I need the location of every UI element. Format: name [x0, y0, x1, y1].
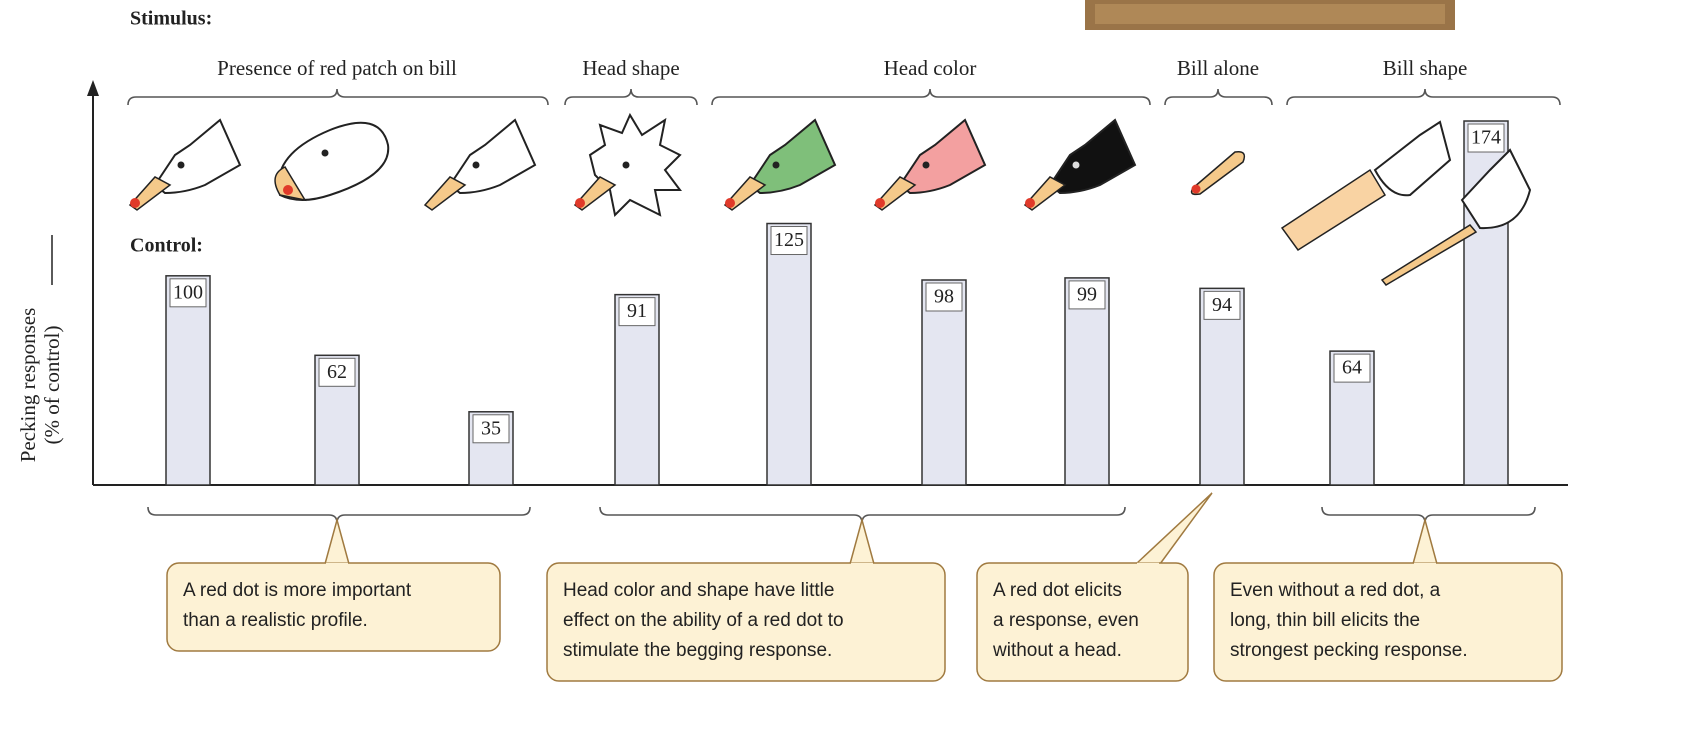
group-brace: [565, 89, 697, 105]
head-illustration: [875, 120, 985, 210]
group-brace: [712, 89, 1150, 105]
thin-bill: [1382, 225, 1476, 285]
red-dot: [283, 185, 293, 195]
callout-text: A red dot elicits: [993, 580, 1122, 601]
value-label: 35: [481, 417, 501, 439]
head-illustration: [130, 120, 240, 210]
callout-pointer: [1413, 520, 1437, 564]
red-dot: [725, 198, 735, 208]
callout-pointer: [850, 520, 874, 564]
photo-detail: [1095, 4, 1445, 24]
callout-text: long, thin bill elicits the: [1230, 610, 1420, 631]
head: [155, 120, 240, 193]
eye: [178, 162, 185, 169]
bill: [425, 177, 465, 210]
group-label: Head color: [884, 56, 977, 80]
value-label: 64: [1342, 357, 1362, 379]
eye: [773, 162, 780, 169]
group-label: Presence of red patch on bill: [217, 56, 457, 80]
callout-text: effect on the ability of a red dot to: [563, 610, 844, 631]
y-axis-arrow: [87, 80, 99, 96]
callout-box: [167, 563, 500, 651]
figure: Stimulus: Control: Pecking responses (% …: [0, 0, 1704, 739]
red-dot: [130, 198, 140, 208]
result-brace: [1322, 507, 1535, 523]
group-brace: [1287, 89, 1560, 105]
red-dot: [1025, 198, 1035, 208]
eye: [322, 150, 329, 157]
callout-text: strongest pecking response.: [1230, 640, 1468, 661]
head: [750, 120, 835, 193]
head: [1375, 122, 1450, 195]
value-label: 94: [1212, 294, 1232, 316]
red-dot: [1192, 185, 1201, 194]
value-label: 91: [627, 300, 647, 322]
value-label: 174: [1471, 127, 1501, 149]
head-illustration: [1025, 120, 1135, 210]
group-label: Bill shape: [1383, 56, 1468, 80]
head-illustration: [575, 115, 680, 215]
callout-text: without a head.: [992, 640, 1122, 661]
eye: [923, 162, 930, 169]
callout-text: than a realistic profile.: [183, 610, 368, 631]
callout-pointer: [1136, 493, 1212, 564]
group-brace: [128, 89, 548, 105]
wide-bill: [1282, 170, 1385, 250]
bar: [767, 224, 811, 485]
value-label: 98: [934, 286, 954, 308]
value-label: 125: [774, 229, 804, 251]
value-label: 62: [327, 361, 347, 383]
callout-pointer: [325, 520, 349, 564]
callout-text: Even without a red dot, a: [1230, 580, 1441, 601]
callout-text: a response, even: [993, 610, 1139, 631]
red-dot: [575, 198, 585, 208]
control-label: Control:: [130, 235, 203, 257]
callout-text: A red dot is more important: [183, 580, 412, 601]
group-label: Bill alone: [1177, 56, 1259, 80]
red-dot: [875, 198, 885, 208]
head-illustration: [425, 120, 535, 210]
value-label: 100: [173, 281, 203, 303]
stimulus-label: Stimulus:: [130, 8, 212, 30]
value-label: 99: [1077, 283, 1097, 305]
group-label: Head shape: [582, 56, 679, 80]
eye: [623, 162, 630, 169]
y-label: Pecking responses: [16, 308, 40, 463]
head-illustration: [725, 120, 835, 210]
y-label: (% of control): [40, 326, 64, 445]
head: [590, 115, 680, 215]
eye: [473, 162, 480, 169]
head: [1050, 120, 1135, 193]
head: [450, 120, 535, 193]
head-illustration: [275, 123, 388, 200]
head: [900, 120, 985, 193]
callout-text: stimulate the begging response.: [563, 640, 832, 661]
result-brace: [148, 507, 530, 523]
eye: [1073, 162, 1080, 169]
group-brace: [1165, 89, 1272, 105]
callout-text: Head color and shape have little: [563, 580, 834, 601]
